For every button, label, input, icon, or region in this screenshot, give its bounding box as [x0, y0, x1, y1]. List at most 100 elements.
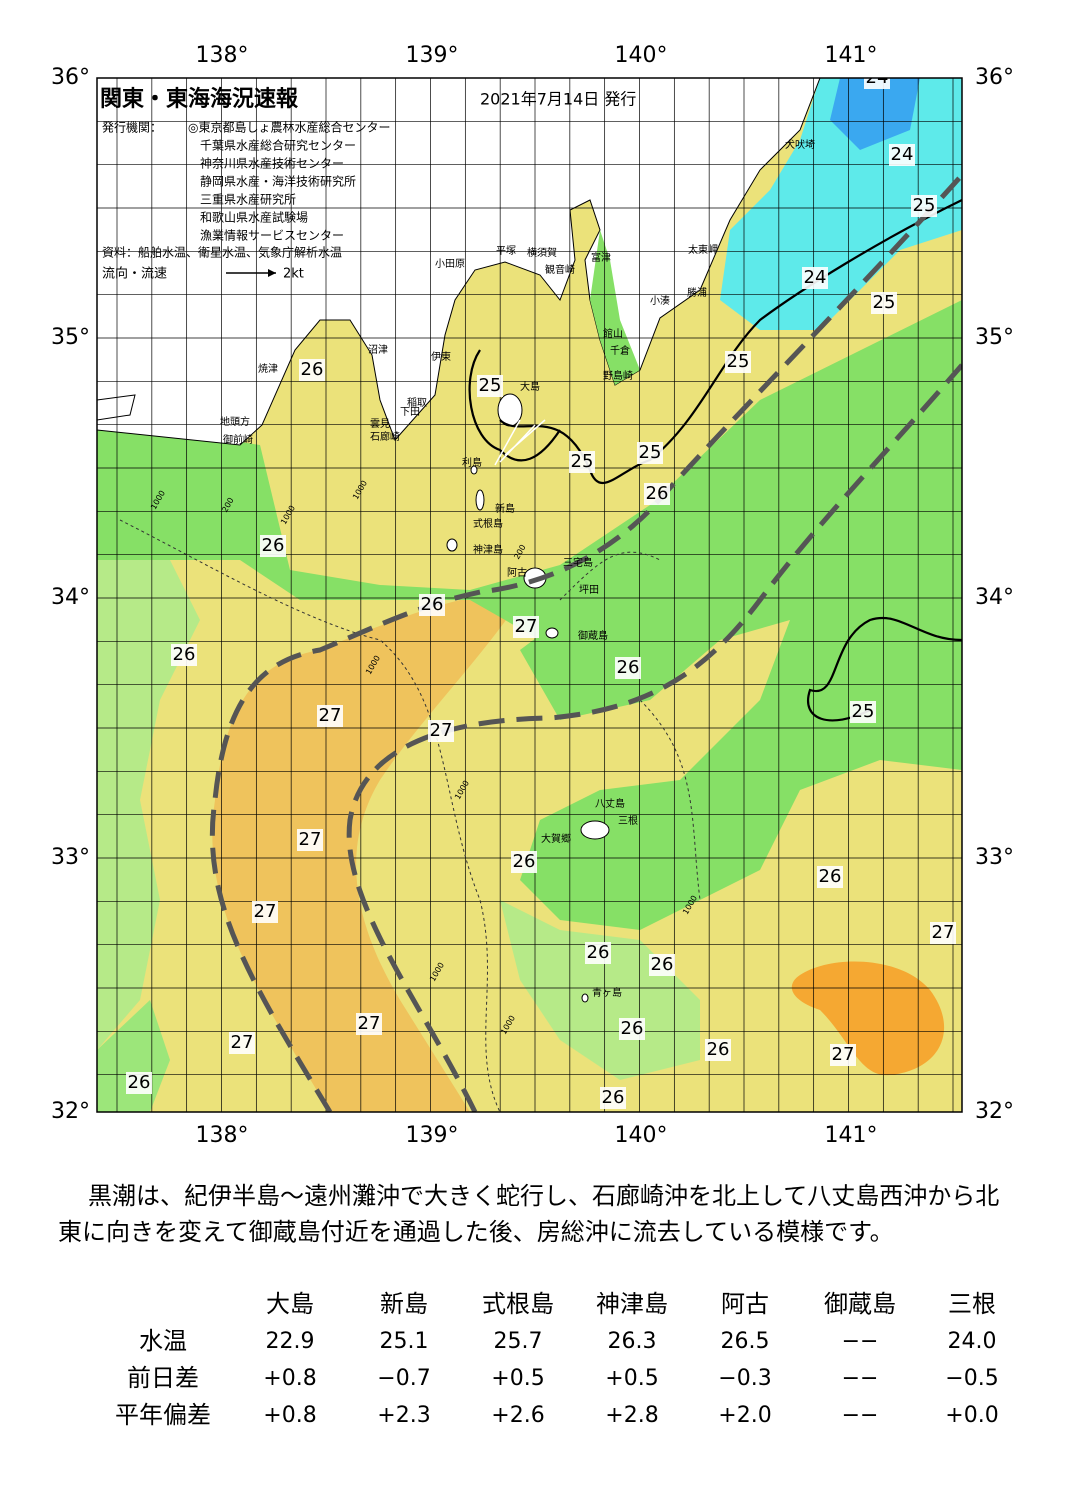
cell: +2.6 [491, 1403, 544, 1428]
isotherm-label: 24 [866, 67, 889, 88]
title: 関東・東海海況速報 [100, 86, 299, 112]
isotherm-label: 26 [617, 657, 640, 678]
depth-contours [119, 519, 701, 1112]
cell: 26.3 [608, 1329, 657, 1354]
isotherm-label: 25 [479, 375, 502, 396]
isotherm-label: 26 [651, 954, 674, 975]
label-bg [252, 901, 278, 923]
axes: 138° 138° 139° 139° 140° 140° 141° 141° 36° 36° 35… [51, 43, 1014, 1148]
lat-label: 32° [975, 1099, 1014, 1124]
label-bg [615, 657, 641, 679]
column-header: 御蔵島 [824, 1290, 896, 1318]
lon-label: 138° [196, 43, 249, 68]
kuroshio-path [209, 173, 962, 1112]
lon-label: 138° [196, 1123, 249, 1148]
place-name: 観音崎 [545, 263, 575, 276]
row-label: 水温 [139, 1327, 187, 1355]
row-label: 平年偏差 [115, 1401, 211, 1429]
lon-label: 140° [615, 43, 668, 68]
island [470, 465, 478, 475]
isotherm-label: 26 [513, 851, 536, 872]
place-name: 三宅島 [563, 556, 593, 569]
place-name: 八丈島 [595, 797, 625, 810]
lat-label: 32° [51, 1099, 90, 1124]
isotherm-label: 25 [727, 351, 750, 372]
isotherm-label: 26 [819, 866, 842, 887]
isotherm-label: 27 [231, 1032, 254, 1053]
label-bg [585, 942, 611, 964]
isotherm-label: 26 [301, 359, 324, 380]
isotherm-label: 26 [262, 535, 285, 556]
label-bg [229, 1032, 255, 1054]
land [97, 394, 136, 421]
place-name: 小湊 [650, 294, 670, 307]
place-name: 野島崎 [603, 369, 633, 382]
cell: 25.7 [494, 1329, 543, 1354]
isotherm-label: 26 [646, 483, 669, 504]
lat-label: 35° [975, 325, 1014, 350]
lat-label: 35° [51, 325, 90, 350]
island [446, 538, 458, 552]
cell: +2.8 [605, 1403, 658, 1428]
label-bg [802, 267, 828, 289]
cell: −0.7 [377, 1366, 430, 1391]
tokyo-bay [590, 230, 640, 385]
kuroshio-axis [209, 173, 962, 1112]
label-bg [619, 1018, 645, 1040]
label-bg [871, 292, 897, 314]
isotherm [468, 349, 561, 462]
cell: 26.5 [721, 1329, 770, 1354]
isotherm-label: 27 [319, 705, 342, 726]
isotherm-label: 24 [891, 144, 914, 165]
place-name: 雲見 [370, 418, 390, 430]
isotherm-label: 27 [832, 1044, 855, 1065]
isotherm-label: 26 [173, 644, 196, 665]
cell: 22.9 [266, 1329, 315, 1354]
cell: −− [842, 1366, 879, 1391]
lon-label: 139° [406, 43, 459, 68]
place-name: 三根 [618, 814, 638, 827]
map: 24 24 25 24 25 25 26 25 25 25 26 26 26 27 26 26 27 27 25 27… [51, 43, 1014, 1148]
isotherm-label: 27 [430, 720, 453, 741]
isotherm-label: 26 [707, 1039, 730, 1060]
cell: −− [842, 1403, 879, 1428]
publisher: 千葉県水産総合研究センター [200, 138, 356, 153]
place-name: 利島 [462, 456, 482, 469]
isotherm-label: 27 [358, 1013, 381, 1034]
column-header: 神津島 [596, 1290, 668, 1318]
label-bg [850, 701, 876, 723]
publisher: 和歌山県水産試験場 [200, 210, 308, 225]
isotherm-label: 24 [804, 267, 827, 288]
cell: −− [842, 1329, 879, 1354]
isotherm-label: 26 [587, 942, 610, 963]
cell: +0.5 [491, 1366, 544, 1391]
isotherm-label: 26 [128, 1072, 151, 1093]
cell: +0.8 [263, 1366, 316, 1391]
header: 関東・東海海況速報 2021年7月14日 発行 発行機関： 資料：船舶水温、衛星… [100, 86, 636, 282]
lat-label: 33° [975, 845, 1014, 870]
place-name: 沼津 [368, 343, 388, 356]
label-bg [260, 535, 286, 557]
map-body: 24 24 25 24 25 25 26 25 25 25 26 26 26 27 26 26 27 27 25 27… [97, 67, 962, 1112]
cell: −0.3 [718, 1366, 771, 1391]
lat-label: 33° [51, 845, 90, 870]
map-frame [96, 77, 963, 1113]
isotherm-label: 26 [621, 1018, 644, 1039]
lat-label: 34° [975, 585, 1014, 610]
place-name: 御前崎 [223, 433, 253, 446]
label-bg [889, 144, 915, 166]
cell: 24.0 [948, 1329, 997, 1354]
lat-label: 36° [975, 65, 1014, 90]
label-bg [864, 78, 890, 89]
sea-green [97, 300, 962, 930]
graticule [97, 78, 962, 1112]
label-bg [911, 195, 937, 217]
label-bg [637, 442, 663, 464]
sea-lightgreen [97, 560, 200, 1050]
lat-label: 36° [51, 65, 90, 90]
place-name: 富津 [591, 251, 611, 264]
lon-label: 140° [615, 1123, 668, 1148]
sea-coldest [830, 78, 920, 150]
place-name: 坪田 [579, 583, 599, 596]
